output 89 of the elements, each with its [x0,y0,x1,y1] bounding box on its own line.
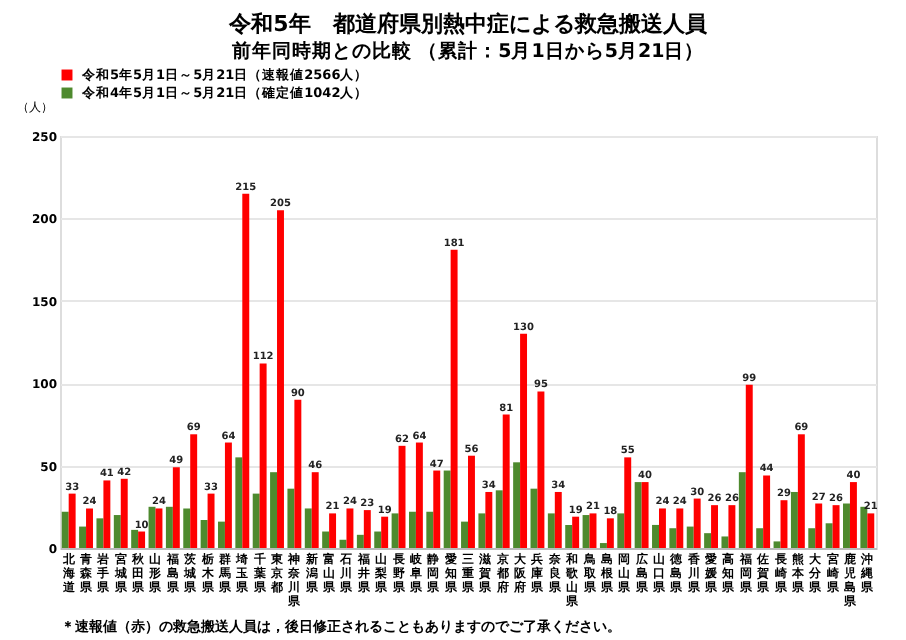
bar [363,510,371,548]
bar [790,491,798,548]
bar [461,521,468,548]
bar [190,434,198,548]
bar [808,528,816,548]
bar [843,503,850,548]
bar [235,457,243,548]
bar [797,434,805,548]
bar [415,442,423,548]
bar [547,513,555,548]
bar [867,513,875,548]
bar [259,363,267,548]
bar [704,533,712,548]
bar [113,515,121,548]
bar [815,503,823,548]
bar [277,210,284,548]
bar [686,526,694,548]
bar [381,516,389,548]
bar [294,399,302,548]
bar [120,478,128,548]
bar [131,529,139,548]
bar [825,523,833,548]
chart-subtitle: 前年同時期との比較 （累計：5月1日から5月21日） [229,39,705,63]
bar [207,493,215,548]
bar [745,384,753,548]
bar [478,513,486,548]
bar [391,513,399,548]
bar [103,480,111,548]
bar [304,508,312,548]
bar [155,508,163,548]
bar [408,511,416,548]
bar [554,491,562,548]
bar [572,516,580,548]
bar [183,508,191,548]
bar [756,528,764,548]
bar [606,518,614,548]
bar [669,528,677,548]
bar [832,505,840,548]
bar [676,508,684,548]
bar [738,472,746,548]
bar [485,491,493,548]
bar [346,508,354,548]
bar [658,508,666,548]
bar [728,505,736,548]
bar [433,470,441,548]
bar [374,531,382,548]
bar [443,470,451,548]
bar [693,498,701,548]
bar [495,490,503,548]
bar [624,457,632,548]
bar [270,472,278,548]
bar [287,488,295,548]
bar [711,505,719,548]
bar [652,524,659,548]
bar [224,442,232,548]
bar [641,482,649,548]
bar [252,493,260,548]
bar [468,455,475,548]
bar [849,482,857,548]
bar [217,521,225,548]
bar [773,541,781,548]
chart-title: 令和5年 都道府県別熱中症による救急搬送人員 [227,11,709,37]
bar [172,467,180,548]
bar [721,536,729,548]
bar [426,511,434,548]
bar [617,513,625,548]
bar [502,414,510,548]
bar [450,249,458,548]
bar [79,526,87,548]
bar [200,519,208,548]
bar [537,391,545,548]
bar [242,193,250,548]
bar [634,482,642,548]
bar [513,462,521,548]
bar [138,531,146,548]
bar [582,515,590,548]
bar [356,534,364,548]
bar [329,513,337,548]
bar [86,508,93,548]
bar [61,511,69,548]
bar [763,475,771,548]
bar [520,333,528,548]
bar [165,506,173,548]
bar [322,531,330,548]
bar [860,506,868,548]
bar [565,524,573,548]
bar [96,518,104,548]
bar [68,493,76,548]
bar [311,472,319,548]
